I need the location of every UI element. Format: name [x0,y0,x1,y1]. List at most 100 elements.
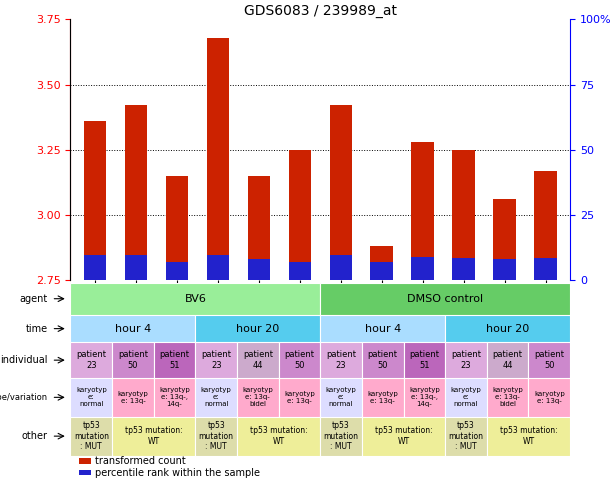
Bar [196,342,237,378]
Text: karyotyp
e: 13q-: karyotyp e: 13q- [367,391,398,404]
Bar [362,342,403,378]
Text: patient
51: patient 51 [409,351,440,370]
Bar [279,378,321,417]
Text: patient
23: patient 23 [201,351,231,370]
Bar [370,262,393,280]
Bar [125,105,147,280]
Bar [320,417,362,455]
Bar [79,469,91,475]
Bar [411,256,434,280]
Text: hour 20: hour 20 [486,324,529,334]
Bar [237,378,279,417]
Bar [411,142,434,280]
Title: GDS6083 / 239989_at: GDS6083 / 239989_at [244,4,397,18]
Text: BV6: BV6 [185,294,207,304]
Bar [84,256,106,280]
Text: other: other [22,431,48,441]
Bar [279,342,321,378]
Bar [445,378,487,417]
Bar [70,417,112,455]
Text: tp53 mutation:
WT: tp53 mutation: WT [250,426,308,446]
Bar [112,378,154,417]
Text: patient
50: patient 50 [118,351,148,370]
Bar [166,262,188,280]
Bar [70,378,112,417]
Bar [493,259,516,280]
Bar [493,199,516,280]
Bar [166,176,188,280]
Text: tp53 mutation:
WT: tp53 mutation: WT [375,426,432,446]
Text: karyotyp
e:
normal: karyotyp e: normal [76,387,107,407]
Bar [289,150,311,280]
Text: time: time [26,324,48,334]
Text: patient
50: patient 50 [535,351,565,370]
Text: tp53
mutation
: MUT: tp53 mutation : MUT [449,421,484,451]
Bar [207,256,229,280]
Bar [112,342,154,378]
Bar [196,417,237,455]
Bar [70,283,320,315]
Text: karyotyp
e:
normal: karyotyp e: normal [201,387,232,407]
Bar [320,283,570,315]
Text: patient
44: patient 44 [493,351,523,370]
Bar [320,315,445,342]
Bar [289,262,311,280]
Bar [445,315,570,342]
Text: karyotyp
e:
normal: karyotyp e: normal [451,387,481,407]
Bar [248,259,270,280]
Bar [487,342,528,378]
Text: patient
44: patient 44 [243,351,273,370]
Bar [237,417,320,455]
Text: hour 4: hour 4 [365,324,401,334]
Bar [445,417,487,455]
Bar [535,258,557,280]
Bar [154,342,196,378]
Bar [112,417,196,455]
Bar [196,315,320,342]
Text: patient
23: patient 23 [451,351,481,370]
Bar [125,256,147,280]
Bar [452,150,475,280]
Bar [487,378,528,417]
Text: tp53
mutation
: MUT: tp53 mutation : MUT [199,421,234,451]
Bar [445,342,487,378]
Text: patient
23: patient 23 [326,351,356,370]
Text: tp53
mutation
: MUT: tp53 mutation : MUT [74,421,109,451]
Text: agent: agent [20,294,48,304]
Text: tp53 mutation:
WT: tp53 mutation: WT [500,426,557,446]
Bar [362,378,403,417]
Text: DMSO control: DMSO control [407,294,483,304]
Text: individual: individual [1,355,48,365]
Text: hour 20: hour 20 [236,324,280,334]
Text: percentile rank within the sample: percentile rank within the sample [96,468,261,478]
Text: karyotyp
e: 13q-: karyotyp e: 13q- [284,391,315,404]
Bar [248,176,270,280]
Bar [452,258,475,280]
Text: karyotyp
e: 13q-,
14q-: karyotyp e: 13q-, 14q- [409,387,440,407]
Text: karyotyp
e: 13q-
bidel: karyotyp e: 13q- bidel [243,387,273,407]
Bar [196,378,237,417]
Text: tp53
mutation
: MUT: tp53 mutation : MUT [324,421,359,451]
Text: karyotyp
e: 13q-: karyotyp e: 13q- [534,391,565,404]
Text: hour 4: hour 4 [115,324,151,334]
Bar [535,170,557,280]
Text: karyotyp
e:
normal: karyotyp e: normal [326,387,357,407]
Bar [84,121,106,280]
Bar [237,342,279,378]
Bar [79,458,91,464]
Bar [362,417,445,455]
Bar [403,378,445,417]
Bar [70,342,112,378]
Text: karyotyp
e: 13q-,
14q-: karyotyp e: 13q-, 14q- [159,387,190,407]
Bar [330,256,352,280]
Text: patient
50: patient 50 [368,351,398,370]
Bar [320,342,362,378]
Text: transformed count: transformed count [96,456,186,466]
Bar [154,378,196,417]
Bar [320,378,362,417]
Bar [370,246,393,280]
Bar [403,342,445,378]
Bar [528,342,570,378]
Text: patient
50: patient 50 [284,351,314,370]
Bar [487,417,570,455]
